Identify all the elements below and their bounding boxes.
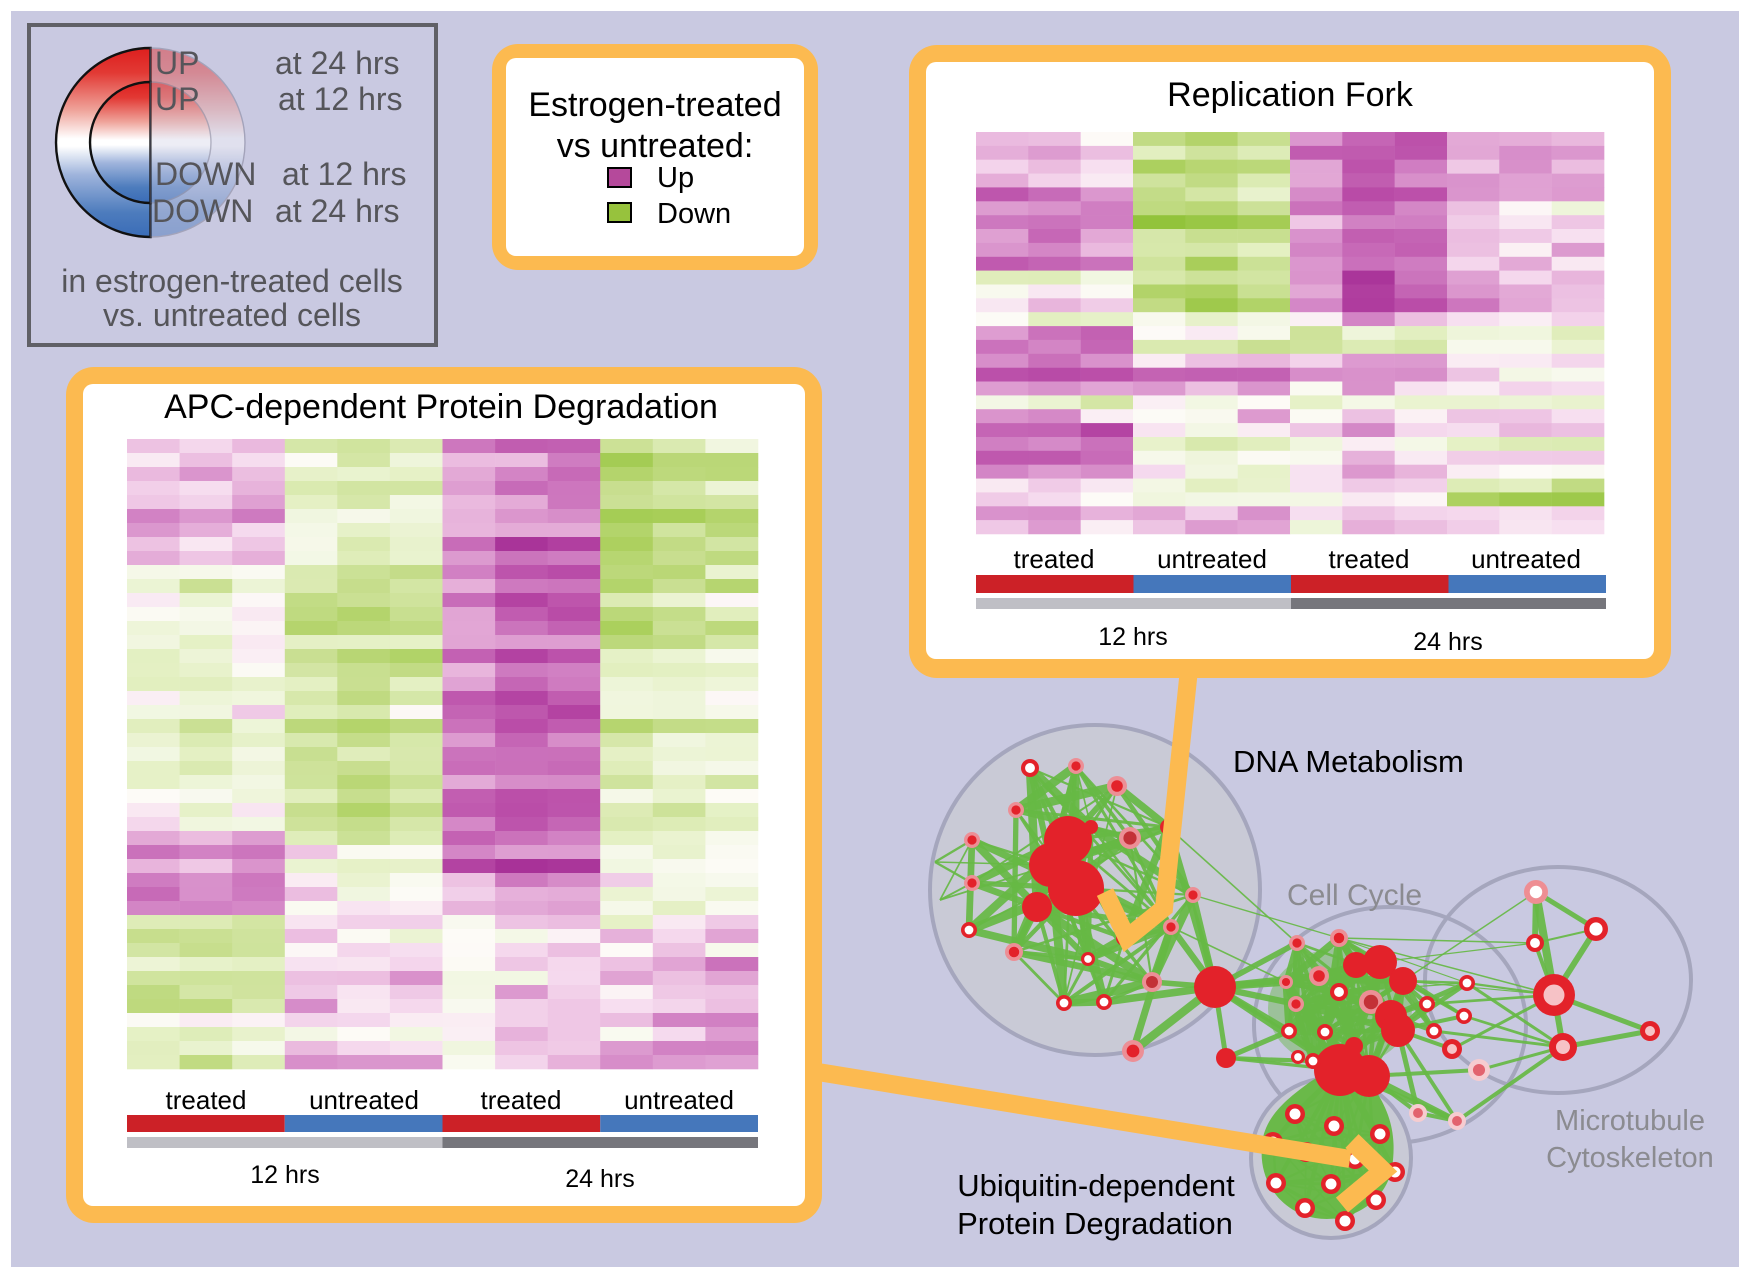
svg-text:treated: treated xyxy=(481,1085,562,1115)
svg-text:Cell Cycle: Cell Cycle xyxy=(1287,879,1422,912)
svg-text:vs untreated:: vs untreated: xyxy=(557,127,754,165)
svg-text:12 hrs: 12 hrs xyxy=(250,1161,319,1189)
svg-text:untreated: untreated xyxy=(624,1085,734,1115)
svg-text:UP: UP xyxy=(155,45,199,81)
svg-text:Protein Degradation: Protein Degradation xyxy=(957,1206,1233,1241)
svg-text:at 12 hrs: at 12 hrs xyxy=(278,81,403,117)
svg-text:24 hrs: 24 hrs xyxy=(1413,628,1482,656)
svg-text:Microtubule: Microtubule xyxy=(1555,1105,1705,1137)
svg-text:treated: treated xyxy=(166,1085,247,1115)
svg-text:Down: Down xyxy=(657,198,731,230)
svg-text:DOWN: DOWN xyxy=(152,193,253,229)
svg-text:Replication Fork: Replication Fork xyxy=(1167,76,1414,114)
svg-text:Ubiquitin-dependent: Ubiquitin-dependent xyxy=(957,1168,1235,1203)
svg-text:Cytoskeleton: Cytoskeleton xyxy=(1546,1142,1714,1174)
svg-text:untreated: untreated xyxy=(1471,544,1581,574)
svg-text:DNA Metabolism: DNA Metabolism xyxy=(1233,744,1464,779)
svg-text:untreated: untreated xyxy=(309,1085,419,1115)
svg-text:treated: treated xyxy=(1014,544,1095,574)
svg-text:DOWN: DOWN xyxy=(155,156,256,192)
svg-text:24 hrs: 24 hrs xyxy=(565,1165,634,1193)
svg-text:12 hrs: 12 hrs xyxy=(1098,623,1167,651)
svg-text:Estrogen-treated: Estrogen-treated xyxy=(528,86,781,124)
svg-text:Up: Up xyxy=(657,162,694,194)
svg-text:in estrogen-treated cells: in estrogen-treated cells xyxy=(61,263,403,299)
svg-text:treated: treated xyxy=(1329,544,1410,574)
svg-text:at 24 hrs: at 24 hrs xyxy=(275,45,400,81)
svg-text:untreated: untreated xyxy=(1157,544,1267,574)
svg-text:at 12 hrs: at 12 hrs xyxy=(282,156,407,192)
svg-text:at 24 hrs: at 24 hrs xyxy=(275,193,400,229)
svg-text:UP: UP xyxy=(155,81,199,117)
svg-text:APC-dependent Protein Degradat: APC-dependent Protein Degradation xyxy=(164,388,718,426)
svg-text:vs. untreated cells: vs. untreated cells xyxy=(103,297,361,333)
